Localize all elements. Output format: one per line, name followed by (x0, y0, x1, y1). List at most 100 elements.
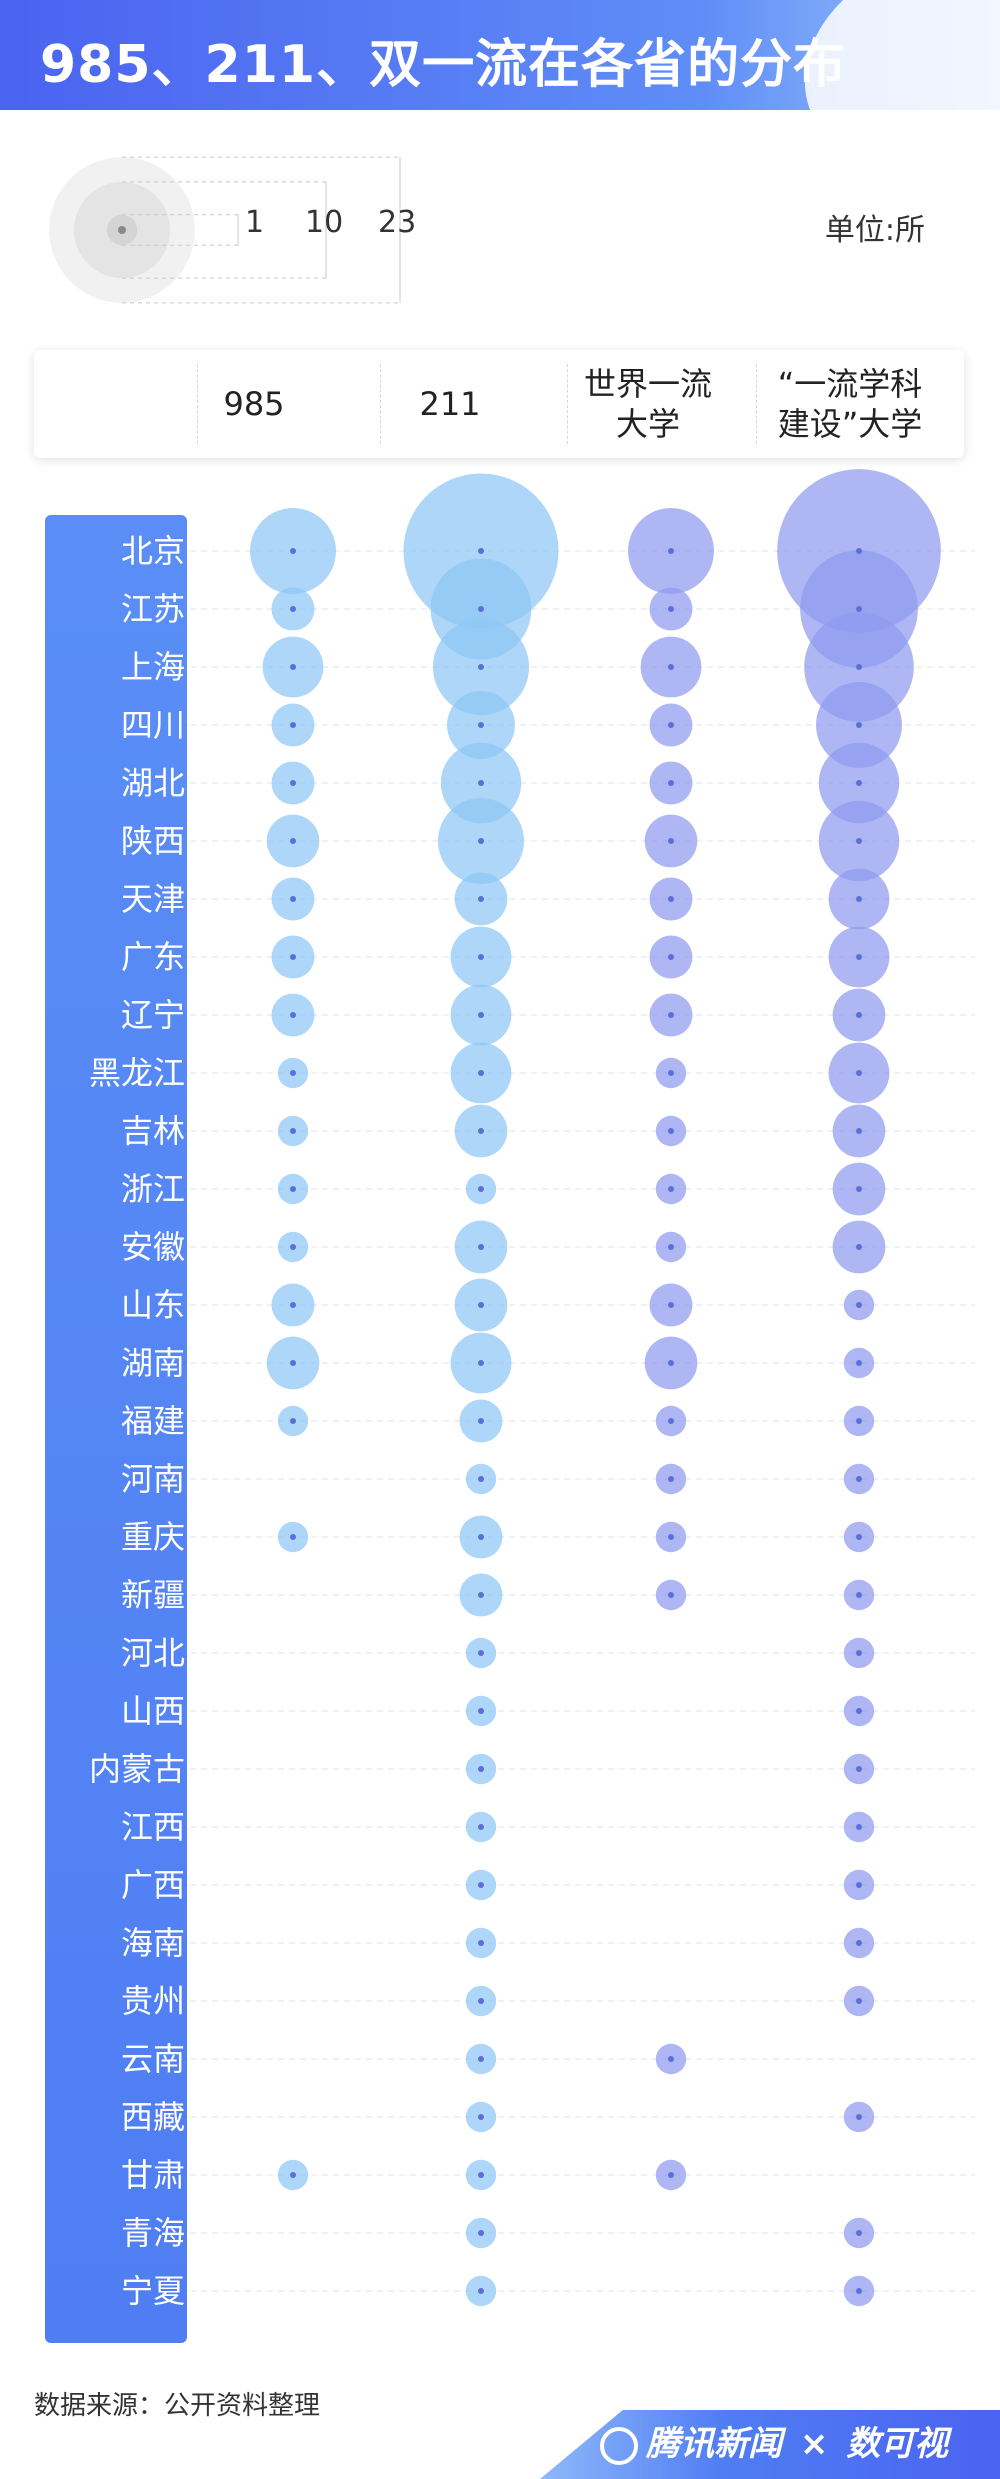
bubble-center-dot (290, 548, 296, 554)
bubble-center-dot (856, 722, 862, 728)
bubble-center-dot (856, 1824, 862, 1830)
size-legend (49, 156, 401, 304)
bubble-center-dot (856, 1766, 862, 1772)
bubble-center-dot (478, 2056, 484, 2062)
province-label: 浙江 (120, 1170, 185, 1208)
column-header-211: 211 (419, 385, 481, 423)
bubble-center-dot (478, 1302, 484, 1308)
footer-separator: × (799, 2424, 829, 2464)
bubble-center-dot (668, 1244, 674, 1250)
bubble-center-dot (856, 1882, 862, 1888)
bubble-center-dot (856, 2230, 862, 2236)
bubble-center-dot (856, 896, 862, 902)
bubble-center-dot (478, 1882, 484, 1888)
column-header-row: 985 211 世界一流 大学 “一流学科 建设”大学 (34, 350, 964, 458)
bubble-center-dot (668, 780, 674, 786)
bubble-center-dot (856, 1186, 862, 1192)
province-label: 重庆 (120, 1518, 185, 1556)
bubble-center-dot (478, 1650, 484, 1656)
bubble-center-dot (668, 1476, 674, 1482)
province-label: 黑龙江 (88, 1054, 185, 1092)
footer-partner: 数可视 (846, 2424, 949, 2464)
bubble-center-dot (856, 1418, 862, 1424)
province-label: 宁夏 (120, 2272, 185, 2310)
bubble-center-dot (668, 896, 674, 902)
bubble-center-dot (856, 1592, 862, 1598)
province-label: 云南 (120, 2040, 185, 2078)
bubble-center-dot (478, 1128, 484, 1134)
bubble-center-dot (478, 1998, 484, 2004)
footer-logo: 腾讯新闻 × 数可视 (600, 2418, 948, 2470)
bubble-center-dot (856, 2114, 862, 2120)
province-label: 海南 (120, 1924, 185, 1962)
bubble-center-dot (668, 1012, 674, 1018)
bubble-center-dot (668, 1186, 674, 1192)
bubble-center-dot (478, 722, 484, 728)
bubble-center-dot (290, 1012, 296, 1018)
province-label: 湖南 (120, 1344, 185, 1382)
province-label: 辽宁 (120, 996, 185, 1034)
province-label: 山西 (120, 1692, 185, 1730)
bubble-center-dot (668, 606, 674, 612)
bubble-center-dot (856, 1012, 862, 1018)
bubble-center-dot (478, 1070, 484, 1076)
bubble-center-dot (478, 664, 484, 670)
province-label: 贵州 (120, 1982, 185, 2020)
bubble-center-dot (478, 1824, 484, 1830)
province-label: 江西 (120, 1808, 185, 1846)
province-label: 广西 (120, 1866, 185, 1904)
province-label: 山东 (120, 1286, 185, 1324)
bubble-center-dot (668, 838, 674, 844)
bubble-center-dot (478, 780, 484, 786)
bubble-center-dot (856, 1302, 862, 1308)
column-header-discipline: “一流学科 建设”大学 (777, 365, 923, 443)
bubble-center-dot (290, 1534, 296, 1540)
column-header-985: 985 (223, 385, 285, 423)
province-label: 江苏 (120, 590, 185, 628)
column-divider (380, 364, 381, 444)
province-label: 北京 (120, 532, 185, 570)
bubble-center-dot (856, 664, 862, 670)
bubble-center-dot (856, 1650, 862, 1656)
bubble-center-dot (856, 1244, 862, 1250)
bubble-center-dot (478, 1360, 484, 1366)
bubble-center-dot (290, 606, 296, 612)
province-label: 陕西 (120, 822, 185, 860)
bubble-center-dot (668, 1418, 674, 1424)
bubble-center-dot (290, 780, 296, 786)
bubble-center-dot (856, 1128, 862, 1134)
province-label: 安徽 (120, 1228, 185, 1266)
province-label: 天津 (120, 880, 185, 918)
province-label: 内蒙古 (88, 1750, 185, 1788)
bubble-center-dot (668, 2056, 674, 2062)
bubble-center-dot (478, 1940, 484, 1946)
bubble-center-dot (478, 1592, 484, 1598)
bubble-center-dot (290, 1070, 296, 1076)
bubble-center-dot (668, 1360, 674, 1366)
legend-label-1: 1 (245, 205, 265, 240)
bubble-center-dot (478, 954, 484, 960)
bubble-center-dot (290, 1244, 296, 1250)
bubble-center-dot (668, 664, 674, 670)
province-label: 湖北 (120, 764, 185, 802)
column-divider (197, 364, 198, 444)
bubble-center-dot (478, 548, 484, 554)
province-label: 河北 (120, 1634, 185, 1672)
bubble-center-dot (856, 780, 862, 786)
bubble-center-dot (478, 1708, 484, 1714)
bubble-center-dot (856, 1070, 862, 1076)
province-label: 西藏 (120, 2098, 185, 2136)
legend-label-10: 10 (305, 205, 344, 240)
bubble-center-dot (478, 896, 484, 902)
chart-title: 985、211、双一流在各省的分布 (40, 35, 847, 95)
bubbles (250, 469, 941, 2307)
bubble-center-dot (478, 1766, 484, 1772)
bubble-center-dot (290, 1360, 296, 1366)
column-header-world-class: 世界一流 大学 (583, 365, 712, 443)
bubble-center-dot (290, 896, 296, 902)
bubble-center-dot (856, 1476, 862, 1482)
bubble-center-dot (478, 1476, 484, 1482)
bubble-center-dot (478, 1186, 484, 1192)
legend-label-23: 23 (378, 205, 417, 240)
